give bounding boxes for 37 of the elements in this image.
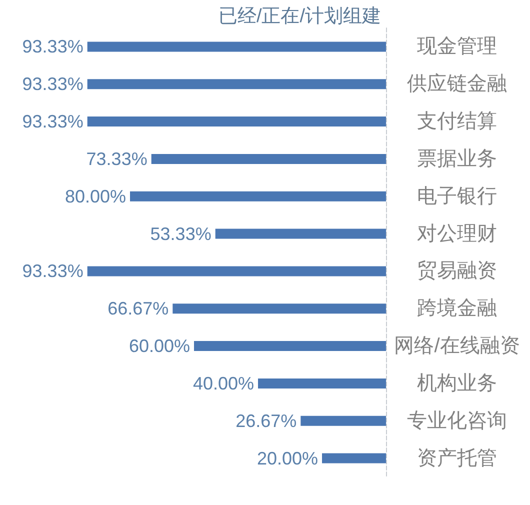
y-tick-label: 供应链金融 [407,73,507,96]
bar [151,154,386,164]
bar [215,228,386,239]
data-label: 93.33% [22,74,84,94]
y-tick-label: 支付结算 [417,110,497,133]
y-tick-label: 现金管理 [417,36,497,58]
y-tick-label: 对公理财 [417,222,497,245]
y-tick-label: 专业化咨询 [407,410,507,432]
bar [194,341,386,352]
y-tick-label: 贸易融资 [417,260,497,282]
bar [258,378,386,388]
data-label: 26.67% [236,410,297,431]
y-tick-label: 机构业务 [417,372,497,394]
bar [300,416,386,426]
y-tick-label: 电子银行 [417,185,497,208]
y-tick-label: 网络/在线融资 [394,335,520,358]
bar [87,79,386,90]
data-label: 40.00% [192,373,254,394]
bar [172,304,386,314]
data-label: 20.00% [256,448,318,468]
data-label: 60.00% [128,336,190,356]
y-tick-label: 跨境金融 [417,298,497,320]
data-label: 66.67% [108,298,169,319]
chart-title: 已经/正在/计划组建 [218,6,382,27]
y-tick-label: 票据业务 [417,148,497,170]
data-label: 93.33% [22,261,84,282]
data-label: 93.33% [22,112,84,132]
data-label: 80.00% [64,186,126,206]
bar [87,116,386,127]
data-label: 93.33% [22,36,84,57]
bar [87,42,386,52]
y-tick-label: 资产托管 [417,447,497,470]
bar [87,266,386,276]
data-label: 53.33% [150,224,212,244]
bar [130,191,386,202]
data-label: 73.33% [86,148,148,169]
bar [322,453,386,464]
